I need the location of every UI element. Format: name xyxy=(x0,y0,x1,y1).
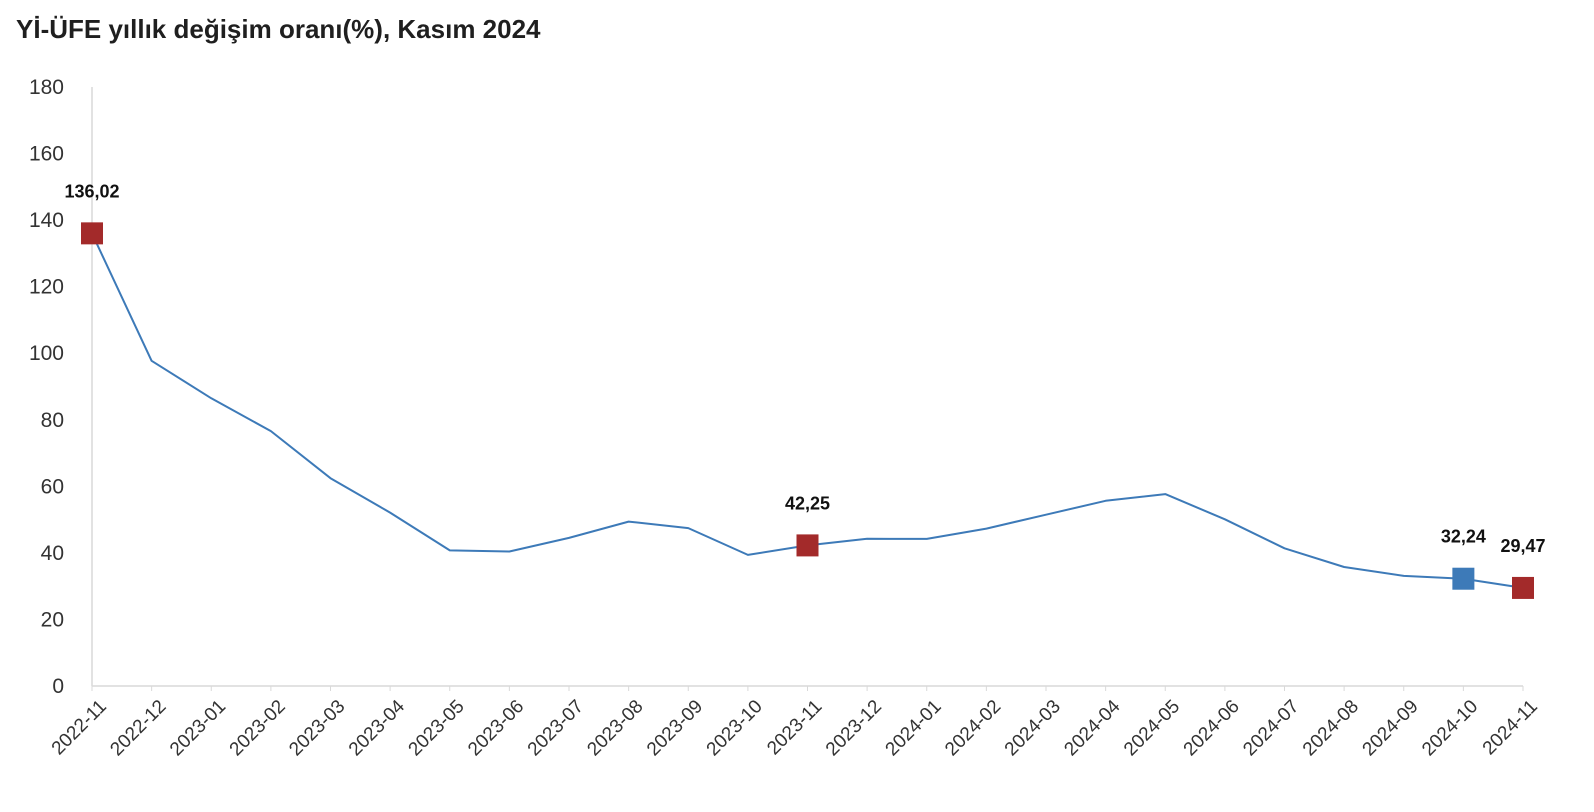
y-tick-label: 40 xyxy=(41,542,64,565)
x-tick-label: 2022-11 xyxy=(48,696,111,759)
x-tick-label: 2023-05 xyxy=(405,696,469,760)
x-tick-label: 2024-08 xyxy=(1299,696,1363,760)
x-tick-label: 2022-12 xyxy=(106,696,170,760)
y-tick-label: 180 xyxy=(29,76,64,99)
x-tick-label: 2023-11 xyxy=(763,696,826,759)
x-tick-label: 2024-06 xyxy=(1180,696,1244,760)
x-tick-label: 2023-03 xyxy=(285,696,349,760)
y-tick-label: 160 xyxy=(29,143,64,166)
x-tick-label: 2024-07 xyxy=(1239,696,1303,760)
x-tick-label: 2023-08 xyxy=(583,696,647,760)
y-axis-ticks: 0 20 40 60 80 100 120 140 160 180 xyxy=(29,76,64,698)
x-tick-label: 2023-02 xyxy=(226,696,290,760)
x-tick-label: 2023-04 xyxy=(345,696,409,760)
x-tick-label: 2024-10 xyxy=(1418,696,1482,760)
highlight-marker xyxy=(81,222,103,245)
x-tick-label: 2024-01 xyxy=(882,696,946,760)
x-tick-label: 2024-03 xyxy=(1001,696,1065,760)
y-tick-label: 100 xyxy=(29,342,64,365)
axes xyxy=(91,87,1523,687)
data-label: 136,02 xyxy=(64,181,119,201)
highlight-markers xyxy=(81,222,1534,599)
y-tick-label: 80 xyxy=(41,409,64,432)
y-tick-label: 120 xyxy=(29,276,64,299)
data-label: 32,24 xyxy=(1441,527,1486,547)
x-tick-label: 2023-06 xyxy=(464,696,528,760)
data-label: 42,25 xyxy=(785,493,830,513)
data-labels: 136,02 42,25 32,24 29,47 xyxy=(64,181,1545,556)
x-tick-label: 2023-12 xyxy=(822,696,886,760)
x-axis-ticks: 2022-112022-122023-012023-022023-032023-… xyxy=(48,686,1542,760)
x-tick-label: 2023-09 xyxy=(643,696,707,760)
x-tick-label: 2024-05 xyxy=(1120,696,1184,760)
x-tick-label: 2024-02 xyxy=(941,696,1005,760)
y-tick-label: 60 xyxy=(41,475,64,498)
y-tick-label: 20 xyxy=(41,608,64,631)
data-label: 29,47 xyxy=(1500,536,1545,556)
highlight-marker xyxy=(1512,576,1534,599)
x-tick-label: 2024-11 xyxy=(1479,696,1542,759)
y-tick-label: 140 xyxy=(29,209,64,232)
x-tick-label: 2023-01 xyxy=(166,696,230,760)
chart-title: Yİ-ÜFE yıllık değişim oranı(%), Kasım 20… xyxy=(16,14,541,44)
y-tick-label: 0 xyxy=(52,675,64,698)
x-tick-label: 2024-09 xyxy=(1359,696,1423,760)
highlight-marker xyxy=(1452,567,1475,590)
highlight-marker xyxy=(796,534,819,557)
x-tick-label: 2023-07 xyxy=(524,696,588,760)
x-tick-label: 2023-10 xyxy=(703,696,767,760)
x-tick-label: 2024-04 xyxy=(1060,696,1124,760)
